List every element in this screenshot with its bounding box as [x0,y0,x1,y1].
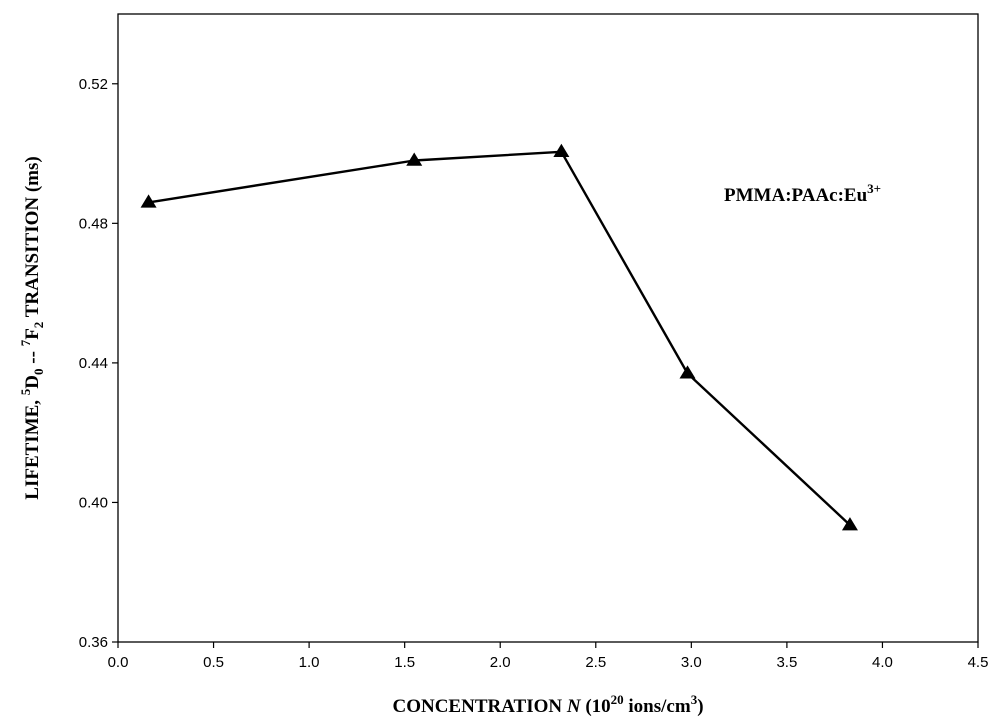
y-tick-label: 0.52 [79,76,108,93]
y-axis-ticks: 0.36 0.40 0.44 0.48 0.52 [79,76,118,651]
x-tick-label: 2.5 [585,654,606,671]
x-tick-label: 2.0 [490,654,511,671]
data-point-marker [406,152,423,166]
plot-border [117,13,979,643]
data-point-marker [553,143,570,158]
x-tick-label: 0.5 [203,654,224,671]
x-axis-title: CONCENTRATION N (1020 ions/cm3) [392,692,703,717]
x-tick-label: 3.0 [681,654,702,671]
x-tick-label: 1.5 [394,654,415,671]
x-tick-label: 4.5 [968,654,989,671]
series [140,143,858,531]
x-tick-label: 1.0 [299,654,320,671]
data-point-marker [140,194,157,208]
y-axis-title: LIFETIME, 5D0 -- 7F2 TRANSITION (ms) [18,156,46,499]
x-tick-label: 3.5 [776,654,797,671]
series-line [148,150,851,526]
data-point-marker [679,365,696,379]
annotation-label: PMMA:PAAc:Eu3+ [724,181,881,206]
x-tick-label: 4.0 [872,654,893,671]
x-axis-ticks: 0.0 0.5 1.0 1.5 2.0 2.5 3.0 3.5 4.0 4.5 [108,642,989,671]
y-tick-label: 0.40 [79,494,108,511]
x-tick-label: 0.0 [108,654,129,671]
y-tick-label: 0.48 [79,215,108,232]
data-point-marker [841,517,858,531]
y-tick-label: 0.36 [79,634,108,651]
y-tick-label: 0.44 [79,355,108,372]
plot-frame [117,13,979,643]
